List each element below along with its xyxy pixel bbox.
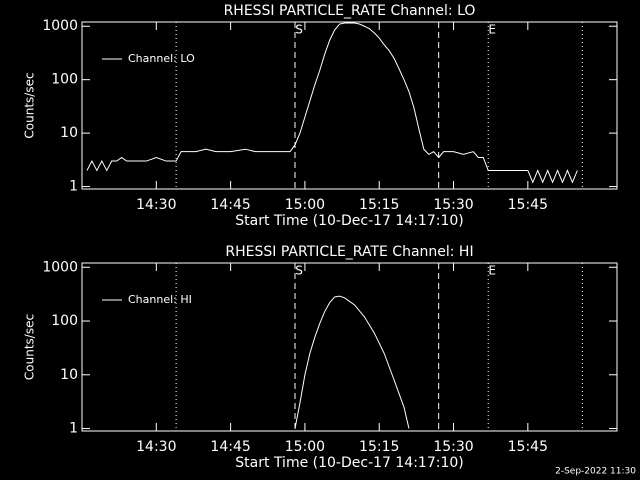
annotation: S (295, 23, 303, 37)
legend-label: Channel: HI (128, 293, 192, 306)
chart-title: RHESSI PARTICLE_RATE Channel: LO (224, 3, 476, 19)
annotation: E (488, 264, 496, 278)
x-tick-label: 14:30 (136, 197, 176, 213)
y-tick-label: 100 (51, 72, 78, 88)
x-tick-label: 15:30 (433, 197, 473, 213)
annotation: E (488, 23, 496, 37)
y-tick-label: 10 (60, 125, 78, 141)
x-axis-label: Start Time (10-Dec-17 14:17:10) (235, 213, 463, 229)
x-tick-label: 14:45 (210, 439, 250, 455)
data-line (86, 22, 578, 184)
y-tick-label: 1 (69, 179, 78, 195)
annotation: S (295, 264, 303, 278)
x-tick-label: 15:15 (359, 439, 399, 455)
footer: 2-Sep-2022 11:30 (555, 467, 636, 477)
y-tick-label: 1000 (42, 18, 78, 34)
x-tick-label: 15:45 (508, 439, 548, 455)
plot-frame (81, 21, 618, 190)
plot-frame (81, 262, 618, 432)
x-tick-label: 14:45 (210, 197, 250, 213)
x-axis-label: Start Time (10-Dec-17 14:17:10) (235, 455, 463, 471)
y-axis-label: Counts/sec (23, 72, 37, 138)
data-line (294, 295, 410, 429)
y-tick-label: 100 (51, 313, 78, 329)
x-tick-label: 15:15 (359, 197, 399, 213)
y-tick-label: 10 (60, 367, 78, 383)
x-tick-label: 15:00 (285, 439, 325, 455)
x-tick-label: 15:00 (285, 197, 325, 213)
x-tick-label: 15:30 (433, 439, 473, 455)
x-tick-label: 15:45 (508, 197, 548, 213)
chart-title: RHESSI PARTICLE_RATE Channel: HI (225, 244, 473, 260)
x-tick-label: 14:30 (136, 439, 176, 455)
y-tick-label: 1 (69, 421, 78, 437)
y-tick-label: 1000 (42, 259, 78, 275)
y-axis-label: Counts/sec (23, 314, 37, 380)
legend-label: Channel: LO (128, 52, 195, 65)
